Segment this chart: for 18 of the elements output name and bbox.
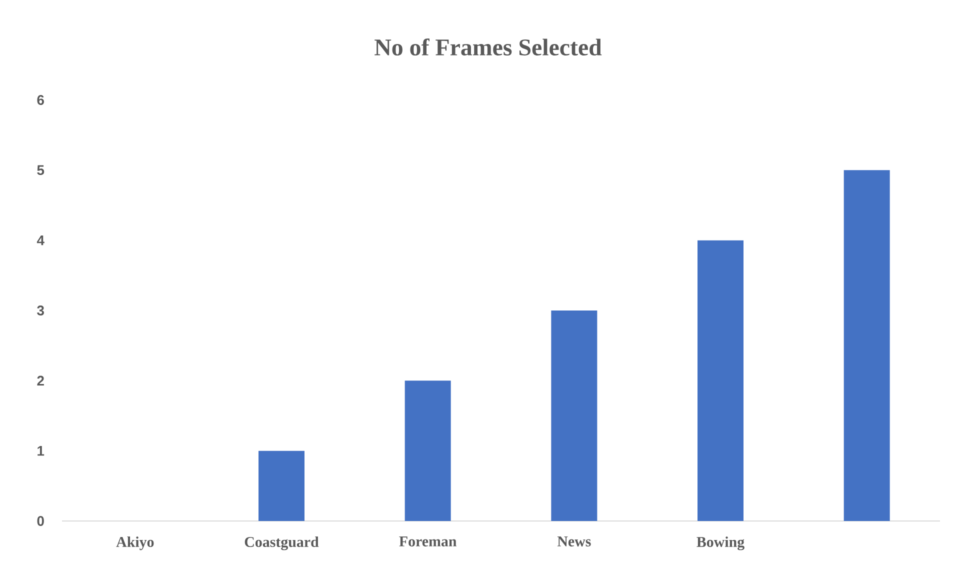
y-tick-label: 0 [37, 516, 44, 526]
bar [258, 450, 304, 521]
bar [844, 170, 890, 521]
chart-title: No of Frames Selected [374, 38, 602, 56]
y-tick-label: 2 [37, 376, 44, 386]
y-tick-label: 5 [37, 165, 44, 176]
x-tick-label: Foreman [399, 536, 457, 546]
bar [698, 240, 744, 521]
x-tick-label: News [557, 536, 591, 546]
bar [404, 380, 451, 521]
y-tick-label: 1 [38, 446, 44, 456]
x-tick-label: Akiyo [116, 536, 154, 550]
y-tick-label: 6 [37, 95, 44, 105]
x-tick-label: Bowing [696, 536, 744, 550]
y-tick-label: 4 [36, 236, 44, 246]
y-tick-label: 3 [37, 306, 44, 316]
bar [551, 310, 598, 521]
x-tick-label: Coastguard [244, 536, 319, 550]
